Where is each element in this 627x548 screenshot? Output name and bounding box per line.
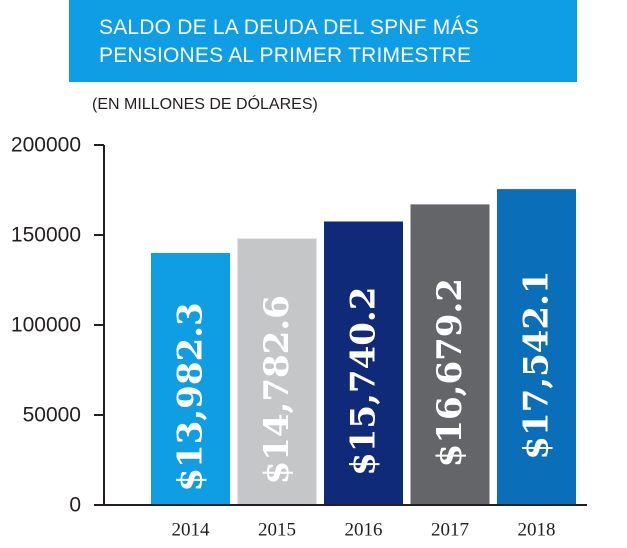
bar-2018: [497, 189, 576, 505]
y-axis: 0 50000 100000 150000 200000: [11, 134, 105, 517]
bar-value-label: $14,782.6: [257, 295, 297, 484]
bar-value-label: $16,679.2: [430, 278, 470, 467]
bar-2015: [237, 238, 317, 505]
y-tick-label: 50000: [23, 404, 81, 427]
chart-subtitle: (EN MILLONES DE DÓLARES): [92, 96, 318, 113]
chart-title-line-1: SALDO DE LA DEUDA DEL SPNF MÁS: [99, 16, 479, 39]
y-tick-label: 0: [69, 494, 81, 517]
bar-value-label: $15,740.2: [344, 287, 384, 476]
bar-value-label: $17,542.1: [517, 270, 557, 459]
x-tick-label: 2017: [431, 520, 469, 541]
chart-title-line-2: PENSIONES AL PRIMER TRIMESTRE: [99, 44, 472, 67]
bar-2016: [324, 221, 403, 505]
y-tick-label: 100000: [11, 314, 81, 337]
y-tick-label: 200000: [11, 134, 81, 157]
title-box: SALDO DE LA DEUDA DEL SPNF MÁS PENSIONES…: [69, 0, 577, 82]
x-axis: 2014 2015 2016 2017 2018: [104, 504, 587, 541]
bar-value-label: $13,982.3: [171, 302, 211, 491]
x-tick-label: 2016: [345, 520, 383, 541]
x-tick-label: 2015: [258, 520, 296, 541]
bars-group: [151, 189, 576, 505]
x-tick-label: 2018: [518, 520, 556, 541]
x-tick-label: 2014: [172, 520, 211, 541]
y-tick-label: 150000: [11, 224, 81, 247]
bar-2014: [151, 253, 230, 505]
bar-2017: [410, 204, 490, 505]
bar-labels-group: $13,982.3 $14,782.6 $15,740.2 $16,679.2 $17,…: [171, 270, 557, 491]
